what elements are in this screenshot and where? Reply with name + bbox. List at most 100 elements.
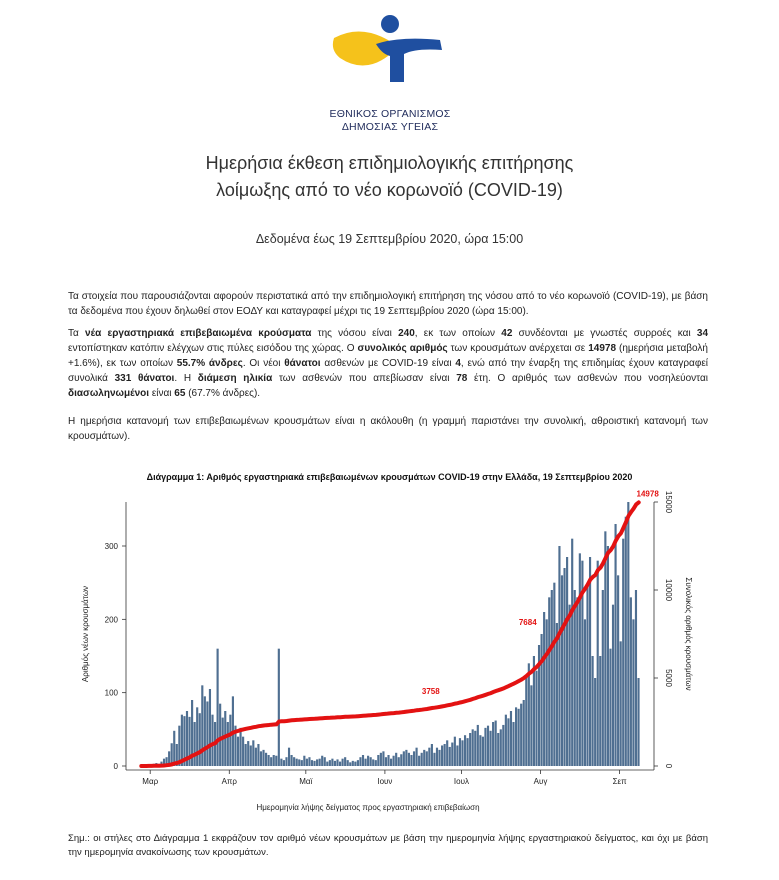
bar [326, 761, 329, 766]
bar [173, 730, 176, 766]
bar [601, 590, 604, 766]
bar [265, 752, 268, 766]
x-tick-label: Απρ [222, 777, 238, 786]
bar [229, 714, 232, 766]
bold-fact: διάμεση ηλικία [197, 373, 273, 384]
bold-fact: 34 [696, 328, 709, 339]
bar [443, 744, 446, 766]
bar [170, 743, 173, 766]
bar [372, 759, 375, 766]
bar [499, 729, 502, 766]
chart-title: Διάγραμμα 1: Αριθμός εργαστηριακά επιβεβ… [146, 472, 633, 482]
bar [617, 575, 620, 766]
bar [435, 747, 439, 766]
bar [341, 758, 344, 766]
bar [456, 745, 459, 766]
bar [407, 752, 411, 766]
bar [527, 663, 530, 766]
bar [254, 747, 257, 766]
bar [512, 722, 515, 766]
summary-paragraph: Τα νέα εργαστηριακά επιβεβαιωμένα κρούσμ… [68, 326, 708, 401]
bar [236, 736, 240, 766]
bar [333, 760, 337, 766]
text-run: Τα [68, 328, 86, 339]
x-axis-label: Ημερομηνία λήψης δείγματος προς εργαστηρ… [256, 803, 479, 812]
bold-fact: 4 [455, 358, 461, 369]
x-tick-label: Σεπ [613, 777, 628, 786]
bar [168, 751, 171, 766]
bar [367, 755, 370, 766]
bar [397, 757, 400, 766]
y2-tick-label: 5000 [664, 669, 673, 687]
bar [188, 716, 191, 766]
bar [481, 736, 484, 766]
bar [479, 735, 482, 766]
bar [211, 714, 214, 766]
bar [619, 641, 622, 766]
bar [336, 759, 339, 766]
bar [216, 648, 219, 766]
bar [586, 582, 589, 766]
org-name-line2: ΔΗΜΟΣΙΑΣ ΥΓΕΙΑΣ [341, 121, 439, 133]
bar [303, 755, 306, 766]
bar [359, 757, 362, 766]
bar [573, 590, 576, 766]
bar [313, 760, 316, 766]
bar [535, 670, 538, 766]
bar [632, 619, 635, 766]
bar [634, 590, 638, 766]
bar [392, 755, 395, 766]
text-run: των ασθενών που απεβίωσαν είναι [272, 373, 457, 384]
bar [502, 724, 505, 766]
y2-tick-label: 10000 [664, 579, 673, 602]
bar [351, 760, 354, 766]
y2-tick-label: 15000 [664, 491, 673, 514]
y-tick-label: 100 [105, 689, 119, 698]
bar [494, 720, 497, 766]
bar [252, 740, 255, 766]
text-run: , εκ των οποίων [414, 328, 502, 339]
bold-fact: 14978 [588, 343, 617, 354]
bar [387, 755, 390, 766]
text-run: ασθενών με COVID-19 είναι [320, 358, 456, 369]
bar [344, 757, 347, 766]
footnote: Σημ.: οι στήλες στο Διάγραμμα 1 εκφράζου… [68, 833, 708, 858]
bar [221, 717, 224, 766]
bar [239, 727, 242, 766]
bar [415, 747, 418, 766]
bar [328, 760, 331, 766]
bar [191, 700, 194, 766]
bar [530, 685, 533, 766]
y2-tick-label: 0 [664, 764, 673, 769]
bar [423, 749, 426, 766]
bar [458, 738, 462, 766]
bar [517, 708, 520, 766]
y-axis-label: Αριθμός νέων κρουσμάτων [81, 586, 90, 682]
bar [346, 760, 349, 766]
bar [594, 678, 597, 766]
bar [318, 758, 321, 766]
bar [308, 757, 311, 766]
bar [571, 538, 574, 766]
bar [548, 597, 551, 766]
bar [537, 645, 541, 766]
bar [196, 707, 199, 766]
bar [550, 590, 553, 766]
bar [298, 759, 301, 766]
bar [242, 736, 245, 766]
bar [219, 703, 222, 766]
cumulative-label: 3758 [422, 687, 440, 696]
bar [451, 742, 454, 766]
bar [185, 711, 189, 766]
bar [377, 755, 380, 766]
bar [374, 760, 377, 766]
bar [520, 703, 523, 766]
org-name-line1: ΕΘΝΙΚΟΣ ΟΡΓΑΝΙΣΜΟΣ [329, 108, 451, 120]
bar [285, 757, 288, 766]
bar [486, 725, 490, 766]
bar [433, 752, 436, 766]
y2-axis-label: Συνολικός αριθμός κρουσμάτων [684, 577, 693, 690]
bar [257, 744, 260, 766]
intro-paragraph: Τα στοιχεία που παρουσιάζονται αφορούν π… [68, 291, 708, 317]
bar [515, 707, 518, 766]
